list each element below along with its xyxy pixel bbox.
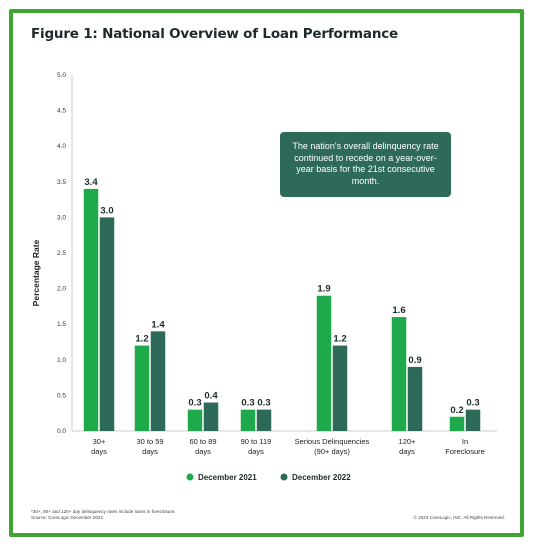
bar-2022 <box>332 345 348 431</box>
chart-title: Figure 1: National Overview of Loan Perf… <box>31 26 398 42</box>
footnote-line-1: *30+, 90+ and 120+ day delinquency rates… <box>31 509 176 514</box>
annotation-callout: The nation's overall delinquency rate co… <box>280 132 451 197</box>
y-tick-label: 0.0 <box>57 428 66 435</box>
bar-value-label: 0.3 <box>257 398 270 409</box>
bar-2021 <box>316 295 332 431</box>
y-tick-label: 2.0 <box>57 286 66 293</box>
bar-2022 <box>256 409 272 431</box>
bar-value-label: 1.4 <box>151 319 165 330</box>
y-tick-label: 3.0 <box>57 214 66 221</box>
bar-value-label: 1.2 <box>135 334 148 345</box>
y-tick-label: 5.0 <box>57 72 66 79</box>
footnote-source: Source: CoreLogic December 2022 <box>31 515 104 520</box>
bar-value-label: 1.9 <box>317 284 330 295</box>
bar-2021 <box>449 416 465 431</box>
bar-value-label: 0.3 <box>466 398 479 409</box>
x-tick-label: days <box>142 447 158 456</box>
bar-2021 <box>187 409 203 431</box>
bar-2021 <box>83 188 99 431</box>
bar-2022 <box>465 409 481 431</box>
x-tick-label: 90 to 119 <box>241 437 272 446</box>
legend-label: December 2022 <box>292 473 351 482</box>
bar-value-label: 0.3 <box>188 398 201 409</box>
x-tick-label: days <box>399 447 415 456</box>
bar-value-label: 1.6 <box>392 305 405 316</box>
bar-value-label: 3.4 <box>84 177 98 188</box>
y-axis-label: Percentage Rate <box>31 239 41 306</box>
bar-2022 <box>407 366 423 431</box>
x-tick-label: Serious Delinquencies <box>295 437 370 446</box>
legend-marker <box>280 473 288 481</box>
y-tick-label: 1.0 <box>57 357 66 364</box>
x-tick-label: 30+ <box>93 437 106 446</box>
bar-2022 <box>203 402 219 431</box>
bar-value-label: 0.3 <box>241 398 254 409</box>
bar-2022 <box>99 217 115 431</box>
x-tick-label: In <box>462 437 468 446</box>
legend-label: December 2021 <box>198 473 257 482</box>
x-tick-label: Foreclosure <box>445 447 485 456</box>
legend-marker <box>186 473 194 481</box>
y-tick-label: 0.5 <box>57 392 66 399</box>
bar-2021 <box>134 345 150 431</box>
bar-2022 <box>150 331 166 431</box>
x-tick-label: 60 to 89 <box>189 437 216 446</box>
copyright: © 2023 CoreLogic, INC. All Rights Reserv… <box>413 515 505 520</box>
bar-value-label: 0.2 <box>450 405 463 416</box>
y-tick-label: 4.5 <box>57 108 66 115</box>
y-tick-label: 3.5 <box>57 179 66 186</box>
y-tick-label: 4.0 <box>57 143 66 150</box>
x-tick-label: days <box>91 447 107 456</box>
x-tick-label: 30 to 59 <box>136 437 163 446</box>
bar-value-label: 3.0 <box>100 205 113 216</box>
footnote: *30+, 90+ and 120+ day delinquency rates… <box>31 509 176 521</box>
bar-value-label: 0.4 <box>204 391 218 402</box>
annotation-text: The nation's overall delinquency rate co… <box>292 141 439 186</box>
x-tick-label: days <box>195 447 211 456</box>
y-tick-label: 2.5 <box>57 250 66 257</box>
bar-value-label: 0.9 <box>408 355 421 366</box>
x-tick-label: 120+ <box>399 437 417 446</box>
bar-2021 <box>391 317 407 431</box>
x-tick-label: (90+ days) <box>314 447 350 456</box>
bar-value-label: 1.2 <box>333 334 346 345</box>
y-tick-label: 1.5 <box>57 321 66 328</box>
x-tick-label: days <box>248 447 264 456</box>
bar-2021 <box>240 409 256 431</box>
